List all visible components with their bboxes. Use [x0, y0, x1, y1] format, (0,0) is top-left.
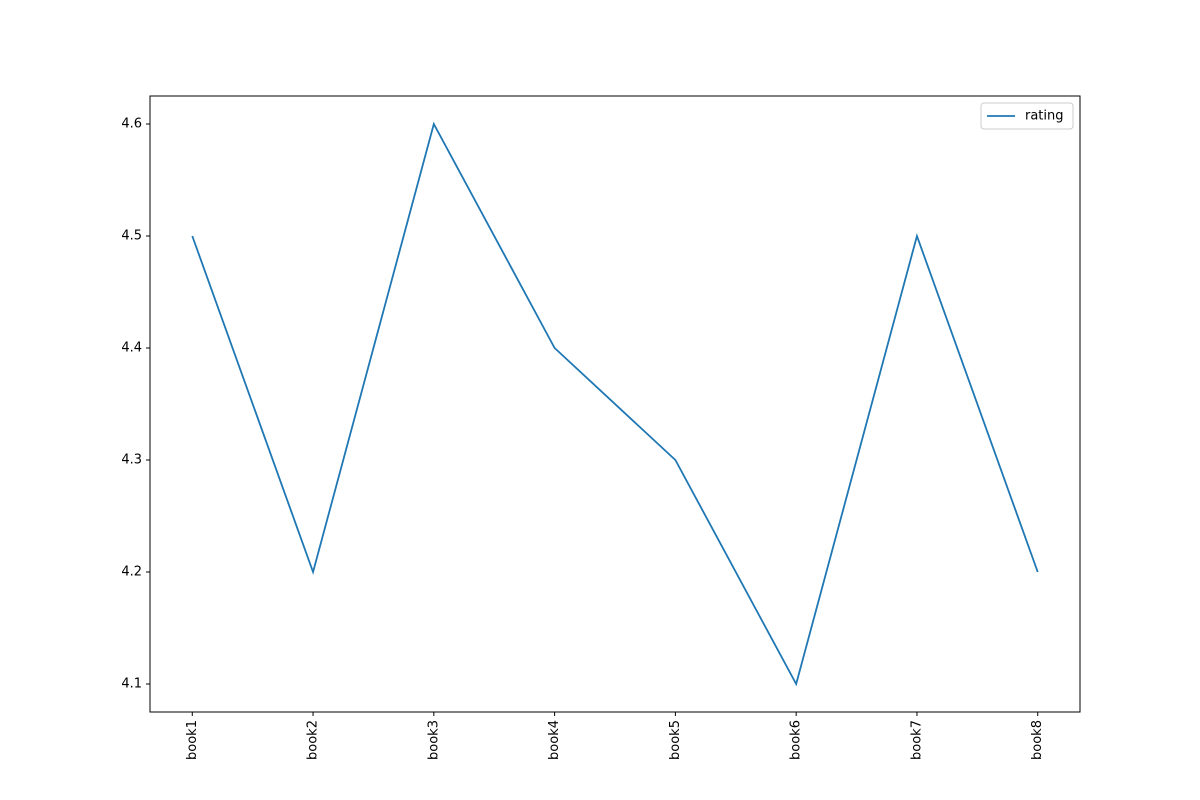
x-tick-label: book6: [789, 720, 804, 760]
x-tick-label: book1: [185, 720, 200, 760]
y-tick-label: 4.3: [121, 453, 142, 468]
x-tick-label: book5: [668, 720, 683, 760]
y-tick-label: 4.5: [121, 229, 142, 244]
x-tick-label: book3: [426, 720, 441, 760]
line-series: [191, 121, 1039, 687]
y-tick-label: 4.6: [121, 117, 142, 132]
x-tick-label: book4: [547, 720, 562, 760]
legend-label: rating: [1025, 109, 1064, 124]
x-tick-label: book8: [1030, 720, 1045, 760]
x-tick-label: book7: [909, 720, 924, 760]
y-tick-label: 4.2: [121, 565, 142, 580]
y-tick-label: 4.4: [121, 341, 142, 356]
x-tick-label: book2: [306, 720, 321, 760]
plot-frame: [149, 95, 1081, 713]
y-tick-label: 4.1: [121, 677, 142, 692]
legend-box: [980, 102, 1074, 130]
